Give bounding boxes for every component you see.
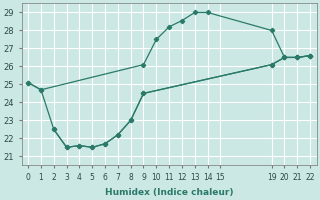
X-axis label: Humidex (Indice chaleur): Humidex (Indice chaleur) — [105, 188, 233, 197]
